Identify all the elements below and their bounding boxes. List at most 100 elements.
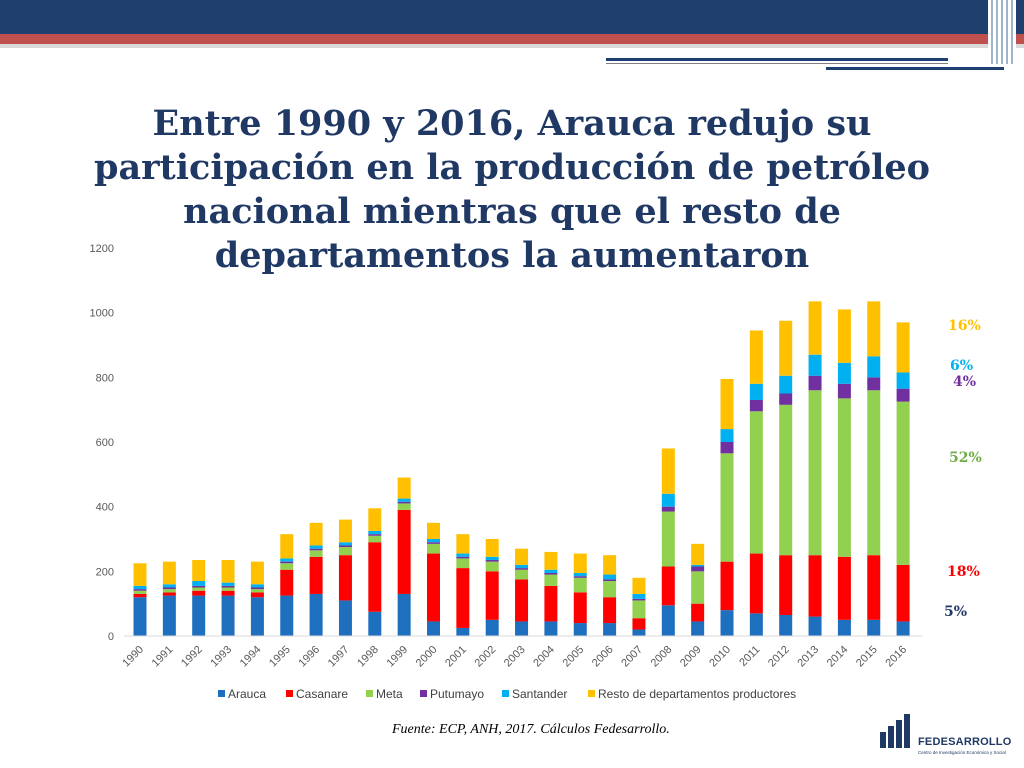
- bar-segment-santander-2016: [896, 372, 910, 389]
- bar-segment-casanare-2014: [837, 556, 851, 620]
- bar-segment-meta-2013: [808, 390, 822, 556]
- legend-label: Arauca: [228, 687, 266, 701]
- bar-segment-santander-1992: [192, 581, 206, 586]
- bar-segment-resto-1991: [162, 561, 176, 585]
- bar-segment-arauca-1993: [221, 595, 235, 636]
- bar-segment-arauca-2014: [837, 619, 851, 636]
- bar-segment-meta-2004: [544, 574, 558, 586]
- bar-segment-putumayo-2003: [515, 568, 529, 570]
- bar-segment-meta-2003: [515, 569, 529, 580]
- bar-segment-casanare-1991: [162, 592, 176, 596]
- bar-segment-putumayo-2004: [544, 572, 558, 575]
- bar-segment-meta-1991: [162, 589, 176, 593]
- bar-segment-meta-2007: [632, 600, 646, 619]
- bar-segment-arauca-2011: [749, 613, 763, 636]
- bar-segment-resto-1996: [309, 522, 323, 546]
- bar-segment-santander-2004: [544, 569, 558, 573]
- bar-segment-arauca-1990: [133, 597, 147, 636]
- bar-segment-arauca-1995: [280, 595, 294, 636]
- bar-segment-arauca-2008: [661, 605, 675, 636]
- bar-segment-arauca-1994: [250, 597, 264, 636]
- bar-segment-arauca-2000: [427, 621, 440, 636]
- source-note: Fuente: ECP, ANH, 2017. Cálculos Fedesar…: [392, 722, 670, 738]
- bar-segment-santander-2002: [485, 556, 499, 561]
- bar-segment-putumayo-2005: [573, 576, 587, 578]
- bar-segment-casanare-2008: [661, 566, 675, 606]
- bar-segment-casanare-2012: [779, 555, 793, 615]
- bar-segment-meta-2014: [837, 398, 851, 557]
- bar-segment-resto-2009: [691, 543, 705, 565]
- bar-segment-santander-2003: [515, 564, 529, 569]
- bar-segment-santander-2009: [691, 564, 705, 567]
- bar-segment-meta-1998: [368, 535, 382, 543]
- bar-segment-santander-1999: [397, 498, 411, 502]
- bar-segment-arauca-2007: [632, 629, 646, 636]
- bar-segment-resto-2006: [603, 555, 617, 575]
- bar-segment-santander-1991: [162, 584, 176, 588]
- bar-segment-santander-2000: [427, 539, 440, 543]
- bar-segment-santander-2007: [632, 593, 646, 599]
- bar-segment-arauca-2006: [603, 623, 617, 636]
- bar-segment-putumayo-2007: [632, 598, 646, 601]
- bar-segment-santander-1990: [133, 585, 147, 590]
- bar-segment-arauca-1999: [397, 593, 411, 636]
- bar-segment-resto-1994: [250, 561, 264, 585]
- bar-segment-santander-1993: [221, 582, 235, 586]
- legend-label: Putumayo: [430, 687, 484, 701]
- bar-segment-casanare-1990: [133, 593, 147, 598]
- decor-line: [826, 67, 1004, 70]
- bar-segment-meta-1993: [221, 587, 235, 591]
- bar-segment-meta-1990: [133, 590, 147, 594]
- bar-segment-casanare-2003: [515, 579, 529, 622]
- bar-segment-santander-2005: [573, 572, 587, 577]
- bar-segment-arauca-2001: [456, 627, 470, 636]
- bar-segment-santander-1995: [280, 558, 294, 562]
- legend-label: Resto de departamentos productores: [598, 687, 796, 701]
- bar-segment-casanare-2011: [749, 553, 763, 614]
- bar-segment-resto-2012: [779, 320, 793, 376]
- share-label: 4%: [953, 374, 977, 390]
- bar-segment-casanare-2009: [691, 603, 705, 622]
- bar-segment-meta-1999: [397, 503, 411, 510]
- share-label: 5%: [944, 604, 968, 620]
- bar-segment-casanare-1997: [338, 555, 352, 601]
- bar-segment-meta-2016: [896, 401, 910, 565]
- bar-segment-putumayo-2015: [867, 377, 881, 391]
- bar-segment-putumayo-2012: [779, 393, 793, 405]
- logo-bars-icon: [880, 714, 910, 748]
- bar-segment-meta-2008: [661, 511, 675, 567]
- bar-segment-resto-2003: [515, 548, 529, 565]
- legend-label: Casanare: [296, 687, 348, 701]
- bar-segment-santander-2014: [837, 362, 851, 384]
- source-label: Fuente:: [392, 722, 436, 737]
- bar-segment-meta-2015: [867, 390, 881, 556]
- chart-area: [72, 230, 944, 712]
- bar-segment-resto-2000: [427, 522, 440, 539]
- bar-segment-resto-1998: [368, 508, 382, 531]
- bar-segment-resto-1999: [397, 477, 411, 499]
- bar-segment-resto-2002: [485, 539, 499, 557]
- bar-segment-resto-2005: [573, 553, 587, 573]
- legend-swatch: [420, 690, 427, 697]
- bar-segment-meta-2000: [427, 543, 440, 554]
- bar-segment-putumayo-2000: [427, 542, 440, 544]
- header-band: [0, 0, 1024, 34]
- bar-segment-arauca-2004: [544, 621, 558, 636]
- bar-segment-santander-2010: [720, 429, 734, 442]
- bar-segment-resto-2001: [456, 534, 470, 554]
- bar-segment-santander-1994: [250, 584, 264, 588]
- share-label: 16%: [948, 318, 981, 334]
- bar-segment-meta-2010: [720, 453, 734, 562]
- logo-subtitle: Centro de Investigación Económica y Soci…: [918, 750, 1006, 755]
- y-tick-label: 0: [108, 631, 114, 643]
- bar-segment-arauca-2015: [867, 619, 881, 636]
- bar-segment-casanare-2005: [573, 592, 587, 624]
- bar-segment-putumayo-1998: [368, 534, 382, 536]
- bar-segment-meta-1996: [309, 550, 323, 557]
- bar-segment-arauca-2016: [896, 621, 910, 636]
- legend-swatch: [366, 690, 373, 697]
- legend-swatch: [588, 690, 595, 697]
- y-tick-label: 800: [96, 372, 114, 384]
- bar-segment-meta-2005: [573, 577, 587, 593]
- y-tick-label: 600: [96, 437, 114, 449]
